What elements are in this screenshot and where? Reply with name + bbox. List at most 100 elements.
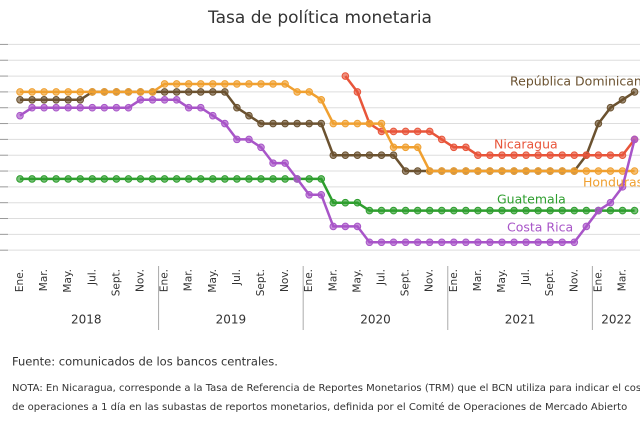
- data-point: [221, 80, 229, 88]
- series-label: República Dominicana: [510, 74, 640, 89]
- data-point: [88, 103, 97, 112]
- data-point: [437, 238, 446, 247]
- data-point: [498, 151, 506, 160]
- data-point: [341, 151, 350, 160]
- data-point: [401, 167, 410, 175]
- data-point: [474, 238, 482, 247]
- data-point: [510, 151, 518, 160]
- data-point: [269, 175, 277, 183]
- data-point: [630, 206, 639, 215]
- data-point: [209, 88, 217, 96]
- data-point: [413, 238, 422, 247]
- data-point: [401, 206, 410, 215]
- data-point: [281, 175, 289, 183]
- data-point: [522, 238, 530, 247]
- data-point: [233, 103, 241, 112]
- x-tick-label: Nov.: [568, 269, 580, 292]
- data-point: [329, 198, 338, 207]
- data-point: [28, 96, 36, 104]
- data-point: [353, 119, 362, 128]
- data-point: [606, 151, 615, 160]
- data-point: [582, 151, 591, 160]
- data-point: [365, 206, 374, 215]
- data-point: [570, 238, 579, 247]
- series-label: Guatemala: [497, 192, 566, 207]
- x-tick-label: Mar.: [327, 269, 339, 291]
- series-line: [20, 82, 635, 173]
- data-point: [184, 175, 193, 183]
- data-point: [389, 238, 398, 247]
- data-point: [209, 80, 217, 88]
- data-point: [462, 143, 470, 152]
- data-point: [305, 119, 314, 128]
- data-point: [88, 88, 97, 96]
- series-line: [20, 177, 635, 212]
- data-point: [606, 103, 615, 112]
- year-label: 2020: [360, 313, 391, 327]
- data-point: [618, 206, 627, 215]
- data-point: [28, 175, 36, 183]
- data-point: [233, 80, 241, 88]
- data-point: [281, 80, 289, 88]
- data-point: [329, 119, 338, 128]
- data-point: [377, 238, 386, 247]
- year-label: 2019: [216, 313, 247, 327]
- data-point: [450, 206, 458, 215]
- data-point: [40, 88, 48, 96]
- data-point: [124, 103, 133, 112]
- data-point: [389, 127, 398, 136]
- data-point: [377, 151, 386, 160]
- data-point: [184, 88, 193, 96]
- note-line: NOTA: En Nicaragua, corresponde a la Tas…: [12, 383, 640, 394]
- data-point: [52, 88, 60, 96]
- data-point: [377, 119, 386, 128]
- data-point: [594, 151, 603, 160]
- data-point: [630, 135, 639, 144]
- data-point: [522, 167, 530, 175]
- data-point: [437, 206, 446, 215]
- year-label: 2021: [505, 313, 536, 327]
- data-point: [594, 167, 603, 175]
- data-point: [281, 119, 289, 128]
- data-point: [317, 119, 326, 128]
- data-point: [618, 183, 627, 191]
- data-point: [546, 206, 555, 215]
- data-point: [233, 175, 241, 183]
- data-point: [510, 206, 518, 215]
- data-point: [630, 88, 639, 96]
- x-tick-label: Jul.: [376, 269, 388, 286]
- data-point: [64, 103, 72, 112]
- data-point: [196, 80, 205, 88]
- data-point: [450, 143, 458, 152]
- data-point: [437, 135, 446, 144]
- data-point: [558, 167, 567, 175]
- x-tick-label: Mar.: [183, 269, 195, 291]
- data-point: [257, 143, 265, 152]
- data-point: [40, 103, 48, 112]
- data-point: [16, 88, 24, 96]
- x-tick-label: May.: [496, 269, 508, 293]
- data-point: [558, 238, 567, 247]
- data-point: [281, 159, 289, 167]
- data-point: [365, 238, 374, 247]
- x-tick-label: Ene.: [14, 269, 26, 292]
- data-point: [450, 167, 458, 175]
- data-point: [389, 206, 398, 215]
- data-point: [124, 175, 133, 183]
- data-point: [40, 96, 48, 104]
- data-point: [172, 88, 181, 96]
- data-point: [353, 222, 362, 231]
- data-point: [618, 151, 627, 160]
- data-point: [52, 175, 60, 183]
- chart-title: Tasa de política monetaria: [207, 8, 432, 28]
- data-point: [594, 206, 603, 215]
- data-point: [401, 238, 410, 247]
- data-point: [534, 206, 542, 215]
- data-point: [377, 206, 386, 215]
- x-tick-label: Sept.: [544, 269, 556, 296]
- data-point: [88, 175, 97, 183]
- data-point: [28, 88, 36, 96]
- data-point: [64, 96, 72, 104]
- data-point: [16, 111, 24, 120]
- data-point: [437, 167, 446, 175]
